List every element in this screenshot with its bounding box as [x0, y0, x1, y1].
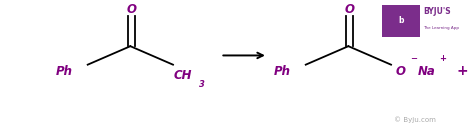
Text: Ph: Ph — [55, 65, 73, 78]
Text: +: + — [456, 64, 468, 78]
Text: O: O — [395, 65, 406, 78]
Text: Na: Na — [418, 65, 436, 78]
Text: Ph: Ph — [273, 65, 291, 78]
FancyBboxPatch shape — [383, 5, 419, 37]
Text: The Learning App: The Learning App — [423, 26, 459, 30]
Text: O: O — [126, 3, 137, 16]
Text: © Byju.com: © Byju.com — [394, 117, 436, 123]
Text: O: O — [344, 3, 355, 16]
Text: BYJU'S: BYJU'S — [423, 7, 450, 16]
Text: b: b — [398, 16, 404, 25]
Text: +: + — [439, 54, 446, 63]
Text: CH: CH — [173, 69, 192, 82]
Text: −: − — [410, 54, 417, 63]
Text: 3: 3 — [199, 80, 204, 89]
